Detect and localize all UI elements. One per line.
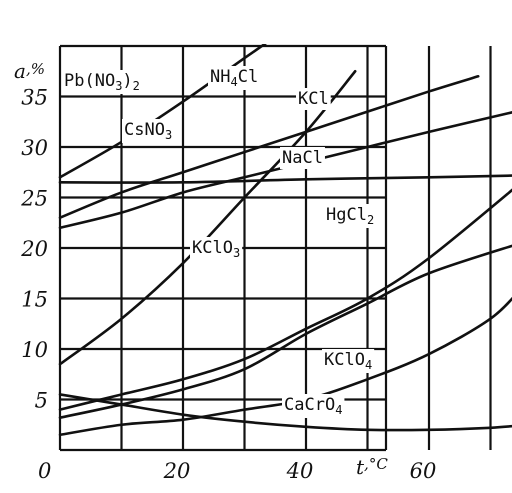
tick-labels: 5 10 15 20 25 30 35 0 20 40 60 [20,86,436,484]
series-label-bg [208,66,261,90]
series-label-2: NH4Cl [210,67,258,89]
series-label-bg [190,237,243,261]
series-line-3 [58,111,512,230]
y-tick-label: 15 [21,288,48,312]
series-label-bg [282,394,345,418]
x-tick-label: 0 [38,459,51,483]
y-tick-label: 20 [20,237,48,261]
y-tick-label: 10 [21,338,48,362]
grid [58,44,492,452]
series-label-bg [324,204,377,228]
series-line-8 [58,393,512,432]
series-label-bg [122,119,175,143]
series-line-4 [58,174,512,184]
series-line-2 [58,75,480,219]
y-axis-title: a,% [14,59,45,83]
y-tick-label: 30 [21,136,48,160]
series-line-1 [58,69,357,366]
series-label-7: KClO4 [324,350,372,372]
series-label-0: Pb(NO3)2 [64,71,140,93]
x-tick-label: 20 [163,459,191,483]
series-label-bg [322,349,375,373]
series-line-6 [58,244,512,419]
x-tick-label: 60 [410,459,437,483]
axis-titles: a,% t,°C [14,59,388,479]
series-label-1: CsNO3 [124,120,172,142]
series-labels: Pb(NO3)2 CsNO3 NH4Cl KCl NaCl HgCl2 KClO3 KClO4… [62,66,377,418]
y-tick-label: 25 [20,187,48,211]
series-label-bg [62,70,142,94]
y-tick-label: 35 [21,86,48,110]
series-curves [58,44,512,437]
x-tick-label: 40 [286,459,314,483]
series-label-3: KCl [298,89,329,109]
x-axis-title: t,°C [356,455,388,479]
series-label-bg [280,147,325,169]
series-line-0 [58,44,267,179]
series-label-4: NaCl [282,148,323,168]
series-label-5: HgCl2 [326,205,374,227]
series-label-8: CaCrO4 [284,395,342,417]
series-label-bg [296,88,331,110]
series-label-6: KClO3 [192,238,240,260]
y-tick-label: 5 [35,389,48,413]
series-line-5 [58,188,512,411]
